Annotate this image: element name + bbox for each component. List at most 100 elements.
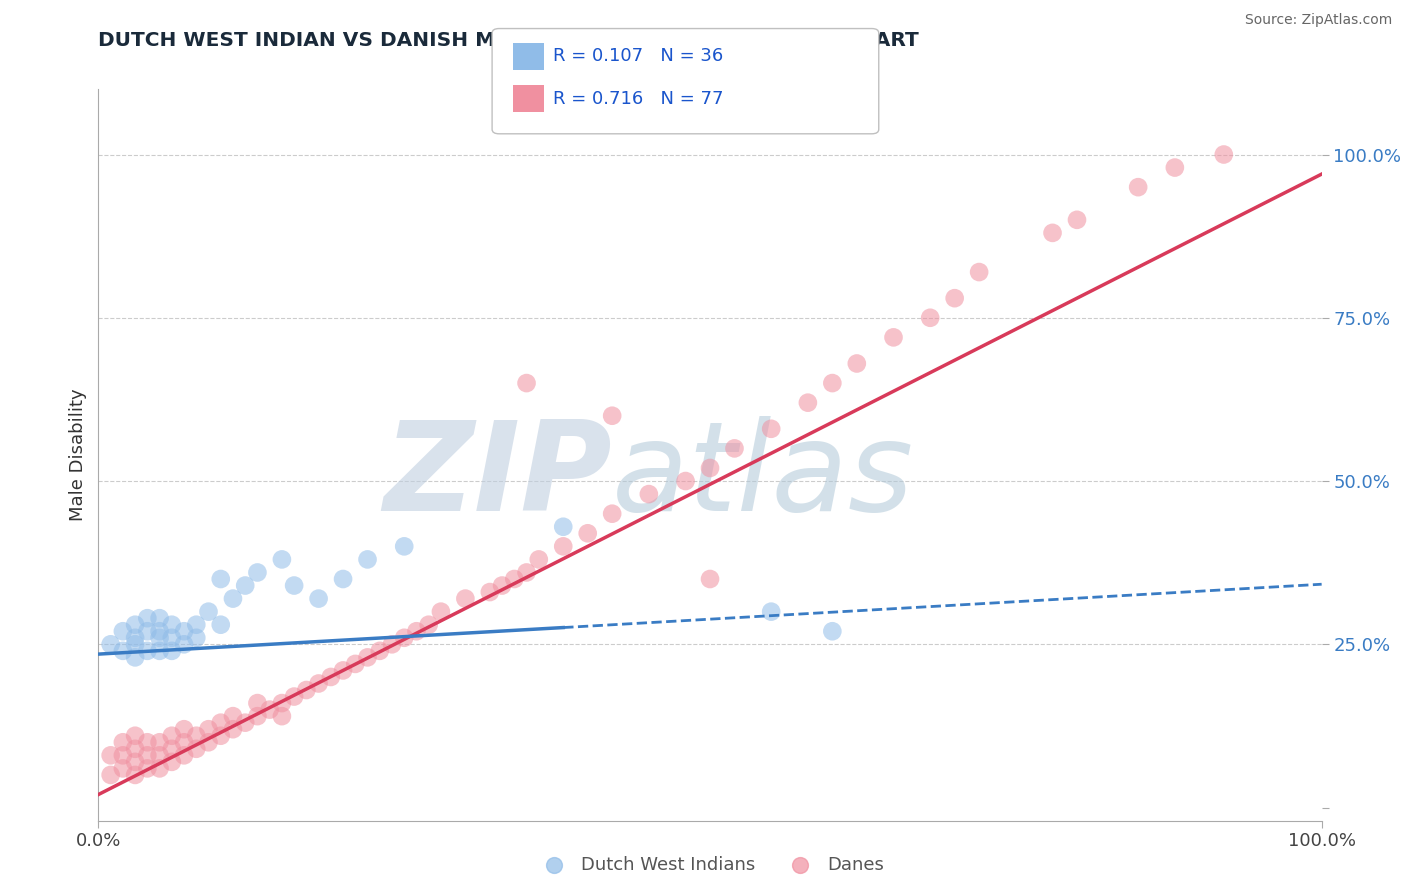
Point	[186, 729, 208, 743]
Point	[111, 735, 134, 749]
Point	[392, 631, 416, 645]
Point	[246, 709, 269, 723]
Point	[100, 748, 122, 763]
Point	[430, 605, 453, 619]
Point	[761, 605, 783, 619]
Point	[553, 520, 575, 534]
Point	[136, 735, 159, 749]
Point	[637, 487, 661, 501]
Point	[124, 755, 146, 769]
Point	[270, 696, 294, 710]
Point	[173, 723, 195, 737]
Point	[943, 291, 966, 305]
Point	[222, 591, 245, 606]
Point	[308, 676, 330, 690]
Point	[392, 539, 416, 553]
Point	[149, 611, 172, 625]
Point	[418, 617, 440, 632]
Point	[699, 572, 721, 586]
Point	[515, 566, 537, 580]
Point	[209, 572, 232, 586]
Point	[491, 578, 513, 592]
Point	[308, 591, 330, 606]
Point	[209, 729, 232, 743]
Point	[124, 650, 146, 665]
Point	[967, 265, 990, 279]
Point	[173, 735, 195, 749]
Point	[136, 748, 159, 763]
Point	[246, 696, 269, 710]
Point	[111, 761, 134, 775]
Point	[149, 735, 172, 749]
Point	[515, 376, 537, 390]
Point	[845, 357, 868, 371]
Point	[124, 768, 146, 782]
Point	[197, 735, 219, 749]
Point	[149, 624, 172, 639]
Point	[332, 664, 354, 678]
Point	[270, 552, 294, 566]
Point	[344, 657, 367, 671]
Point	[149, 631, 172, 645]
Point	[222, 723, 245, 737]
Point	[821, 624, 844, 639]
Point	[124, 741, 146, 756]
Point	[576, 526, 599, 541]
Legend: Dutch West Indians, Danes: Dutch West Indians, Danes	[529, 848, 891, 881]
Point	[233, 578, 256, 592]
Point	[821, 376, 844, 390]
Point	[797, 395, 820, 409]
Point	[124, 617, 146, 632]
Point	[136, 761, 159, 775]
Point	[209, 715, 232, 730]
Point	[197, 723, 219, 737]
Point	[405, 624, 427, 639]
Point	[124, 631, 146, 645]
Point	[368, 644, 391, 658]
Text: Source: ZipAtlas.com: Source: ZipAtlas.com	[1244, 13, 1392, 28]
Point	[270, 709, 294, 723]
Text: atlas: atlas	[612, 417, 914, 537]
Point	[136, 611, 159, 625]
Point	[1128, 180, 1150, 194]
Point	[149, 761, 172, 775]
Point	[111, 624, 134, 639]
Point	[553, 539, 575, 553]
Point	[222, 709, 245, 723]
Text: R = 0.107   N = 36: R = 0.107 N = 36	[553, 47, 723, 65]
Point	[186, 631, 208, 645]
Point	[1212, 147, 1234, 161]
Point	[173, 748, 195, 763]
Point	[295, 683, 318, 698]
Point	[160, 755, 183, 769]
Point	[149, 644, 172, 658]
Point	[124, 637, 146, 651]
Point	[160, 729, 183, 743]
Point	[160, 617, 183, 632]
Point	[173, 637, 195, 651]
Point	[160, 631, 183, 645]
Point	[186, 741, 208, 756]
Point	[160, 644, 183, 658]
Point	[761, 422, 783, 436]
Point	[197, 605, 219, 619]
Point	[100, 768, 122, 782]
Point	[319, 670, 342, 684]
Point	[209, 617, 232, 632]
Point	[356, 650, 378, 665]
Point	[503, 572, 526, 586]
Point	[149, 748, 172, 763]
Point	[136, 644, 159, 658]
Point	[100, 637, 122, 651]
Point	[233, 715, 256, 730]
Point	[283, 690, 305, 704]
Point	[600, 507, 623, 521]
Point	[283, 578, 305, 592]
Y-axis label: Male Disability: Male Disability	[69, 389, 87, 521]
Point	[124, 729, 146, 743]
Point	[675, 474, 697, 488]
Point	[246, 566, 269, 580]
Text: ZIP: ZIP	[384, 417, 612, 537]
Point	[723, 442, 745, 456]
Point	[381, 637, 404, 651]
